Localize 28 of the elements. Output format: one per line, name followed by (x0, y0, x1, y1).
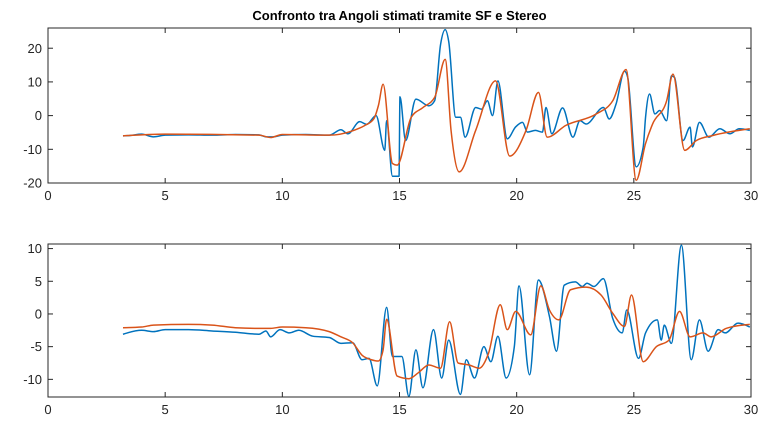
line-series (122, 285, 751, 380)
line-series (122, 244, 751, 397)
y-tick-label: 10 (28, 74, 42, 90)
y-tick-label: 0 (34, 108, 42, 124)
y-tick-label: -20 (23, 176, 42, 191)
x-tick-label: 15 (392, 188, 407, 203)
x-tick-label: 30 (744, 402, 758, 417)
x-tick-label: 10 (275, 402, 290, 417)
chart-title: Confronto tra Angoli stimati tramite SF e Stereo (252, 8, 547, 23)
x-tick-label: 5 (162, 402, 169, 417)
y-tick-label: 5 (34, 274, 42, 289)
x-tick-label: 20 (509, 402, 524, 417)
x-tick-label: 25 (626, 188, 642, 203)
y-tick-label: 10 (28, 241, 42, 256)
y-tick-label: -5 (30, 339, 42, 354)
x-tick-label: 10 (275, 188, 290, 203)
x-tick-label: 15 (392, 402, 407, 417)
y-tick-label: -10 (23, 372, 42, 387)
x-tick-label: 0 (44, 402, 52, 417)
x-tick-label: 25 (626, 402, 642, 417)
line-series (122, 58, 751, 182)
y-tick-label: 0 (34, 306, 42, 322)
x-tick-label: 5 (162, 188, 169, 203)
x-tick-label: 30 (744, 188, 758, 203)
x-tick-label: 0 (44, 188, 52, 203)
y-tick-label: -10 (23, 142, 42, 157)
x-tick-label: 20 (509, 188, 524, 203)
y-tick-label: 20 (28, 40, 42, 56)
